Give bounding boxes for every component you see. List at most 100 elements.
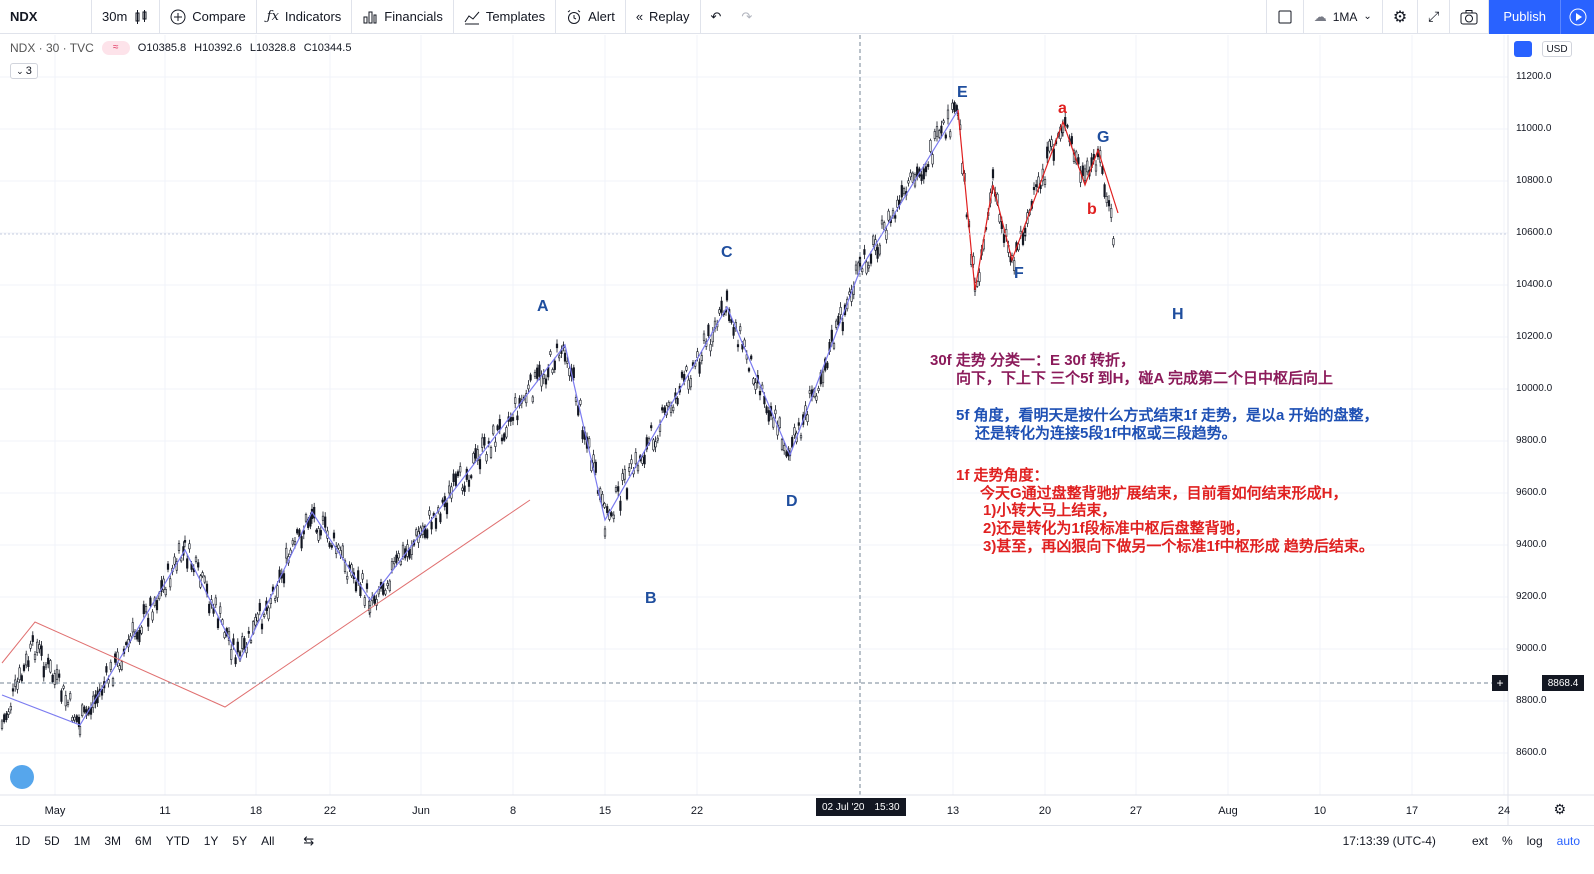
alert-button[interactable]: Alert: [556, 0, 626, 34]
ext-toggle[interactable]: ext: [1471, 833, 1488, 848]
time-tick-label: 17: [1406, 805, 1418, 817]
range-button-5d[interactable]: 5D: [44, 833, 60, 848]
candle-body: [698, 361, 701, 374]
chart-settings-icon[interactable]: ⚙: [1553, 801, 1566, 817]
time-tick-label: Aug: [1218, 805, 1238, 817]
calendar-range-icon[interactable]: ⇆: [303, 832, 315, 848]
range-button-1m[interactable]: 1M: [73, 833, 91, 848]
candle-body: [66, 701, 70, 706]
candle-body: [118, 665, 121, 670]
time-tick-label: 18: [250, 805, 262, 817]
range-button-6m[interactable]: 6M: [135, 833, 152, 848]
candle-body: [1066, 124, 1069, 128]
candle-body: [1064, 117, 1067, 126]
candle-body: [461, 487, 464, 491]
candle-body: [188, 543, 191, 550]
candle-body: [645, 437, 648, 450]
candle-body: [492, 425, 495, 435]
gear-icon: ⚙: [1392, 8, 1408, 26]
range-button-all[interactable]: All: [261, 833, 275, 848]
candle-body: [667, 401, 670, 407]
legend-badge[interactable]: ≈: [101, 41, 130, 55]
candle-body: [496, 425, 499, 431]
candle-body: [53, 673, 56, 685]
wave-label-c: C: [721, 244, 733, 261]
range-button-3m[interactable]: 3M: [104, 833, 122, 848]
indicators-button[interactable]: ƒx Indicators: [257, 0, 353, 34]
candle-body: [758, 390, 762, 396]
candle-body: [885, 229, 888, 240]
annotation-line-3: 5f 角度，看明天是按什么方式结束1f 走势，是以a 开始的盘整，: [956, 407, 1379, 424]
candle-body: [434, 517, 438, 529]
candle-body: [149, 597, 152, 607]
time-tick-label: 22: [691, 805, 703, 817]
publish-button[interactable]: Publish: [1489, 0, 1560, 34]
redo-button[interactable]: ↷: [731, 0, 762, 34]
price-chart[interactable]: May 11 18 22 Jun 8 15 22 13 20 27 Aug 10 17 24: [0, 35, 1594, 825]
candle-body: [18, 667, 21, 680]
clock-label[interactable]: 17:13:39 (UTC-4): [1342, 833, 1436, 848]
indicator-toggle[interactable]: ⌄ 3: [10, 63, 38, 79]
replay-button[interactable]: « Replay: [626, 0, 701, 34]
candle-body: [439, 513, 442, 523]
plus-icon[interactable]: +: [1492, 675, 1508, 691]
price-tick-label: 8800.0: [1516, 695, 1547, 706]
candle-body: [765, 406, 768, 414]
settings-button[interactable]: ⚙: [1383, 0, 1419, 34]
undo-icon: ↶: [710, 8, 722, 24]
candle-body: [1094, 164, 1098, 172]
symbol-search-button[interactable]: NDX: [0, 0, 92, 34]
range-button-ytd[interactable]: YTD: [165, 833, 190, 848]
auto-toggle[interactable]: auto: [1556, 833, 1580, 848]
templates-button[interactable]: Templates: [454, 0, 557, 34]
candle-body: [730, 319, 733, 323]
candle-body: [1043, 179, 1047, 185]
compare-label: Compare: [192, 9, 246, 24]
tradingview-logo-icon[interactable]: [10, 765, 34, 789]
price-tick-label: 10600.0: [1516, 227, 1553, 238]
range-button-1y[interactable]: 1Y: [203, 833, 219, 848]
play-button[interactable]: [1560, 0, 1594, 34]
range-button-1d[interactable]: 1D: [15, 833, 31, 848]
fullscreen-button[interactable]: ⤢: [1418, 0, 1451, 34]
candle-body: [1032, 187, 1036, 191]
candle-series: [0, 99, 1115, 738]
candle-body: [922, 168, 925, 180]
annotation-line-2: 向下，下上下 三个5f 到H，碰A 完成第二个日中枢后向上: [956, 370, 1333, 387]
log-toggle[interactable]: log: [1526, 833, 1543, 848]
layout-name-button[interactable]: ☁ 1MA ⌄: [1304, 0, 1383, 34]
candle-body: [614, 486, 618, 492]
candle-body: [542, 374, 545, 380]
currency-button[interactable]: USD: [1542, 41, 1572, 57]
fullscreen-layout-button[interactable]: [1265, 0, 1304, 34]
templates-label: Templates: [485, 9, 546, 24]
candle-body: [481, 437, 484, 448]
candle-body: [29, 643, 32, 649]
financials-button[interactable]: Financials: [352, 0, 454, 34]
percent-toggle[interactable]: %: [1501, 833, 1513, 848]
compare-button[interactable]: Compare: [160, 0, 257, 34]
candle-body: [166, 563, 170, 570]
candle-body: [687, 379, 690, 390]
undo-button[interactable]: ↶: [701, 0, 732, 34]
candle-body: [538, 364, 541, 377]
sync-icon[interactable]: [1514, 41, 1532, 57]
wave-label-e: E: [957, 84, 968, 101]
candle-body: [330, 545, 333, 548]
range-button-5y[interactable]: 5Y: [232, 833, 248, 848]
candle-body: [949, 131, 952, 138]
candle-body: [619, 500, 622, 511]
candle-body: [441, 499, 444, 503]
candle-body: [815, 395, 818, 401]
candle-body: [750, 355, 753, 360]
candle-body: [1024, 227, 1027, 237]
snapshot-button[interactable]: [1450, 0, 1490, 34]
candle-body: [337, 544, 340, 549]
candle-body: [630, 459, 633, 465]
wave-label-b-upper: B: [645, 590, 657, 607]
interval-button[interactable]: 30m: [92, 0, 161, 34]
candle-body: [900, 185, 903, 198]
bottom-toolbar: 1D 5D 1M 3M 6M YTD 1Y 5Y All ⇆ 17:13:39 (UTC-4) …: [0, 825, 1594, 855]
candle-body: [131, 622, 134, 633]
chart-area[interactable]: May 11 18 22 Jun 8 15 22 13 20 27 Aug 10 17 24 NDX · 3…: [0, 35, 1594, 825]
